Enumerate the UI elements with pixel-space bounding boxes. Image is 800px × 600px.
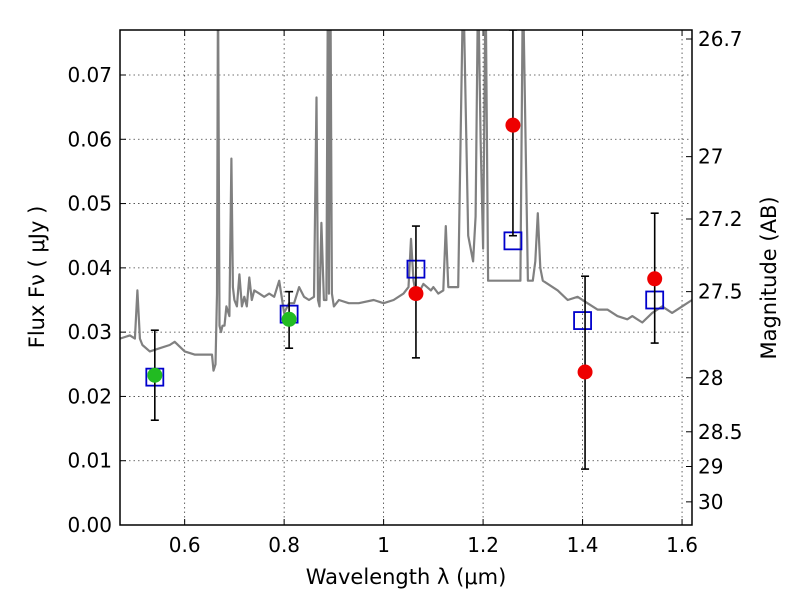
observed-point	[147, 367, 163, 383]
x-tick-label: 1.6	[666, 533, 698, 557]
plot-area	[120, 30, 692, 525]
model-square-marker	[573, 311, 592, 330]
mag-tick-label: 26.7	[698, 27, 743, 51]
mag-tick-label: 27.2	[698, 207, 743, 231]
marker-layer	[145, 30, 665, 470]
mag-tick-label: 28.5	[698, 420, 743, 444]
mag-tick-label: 30	[698, 490, 723, 514]
mag-tick-label: 27	[698, 145, 723, 169]
mag-tick-label: 29	[698, 455, 723, 479]
y-tick-label: 0.01	[67, 449, 112, 473]
x-axis-label: Wavelength λ (μm)	[306, 565, 507, 589]
y-tick-label: 0.07	[67, 63, 112, 87]
y-axis-right-label: Magnitude (AB)	[757, 196, 781, 359]
tick-layer: 0.6 0.8 1 1.2 1.4 1.6 0.00 0.01 0.02 0.03 0.04 0.05…	[67, 27, 742, 557]
y-tick-label: 0.04	[67, 256, 112, 280]
observed-point	[505, 117, 521, 133]
y-tick-label: 0.06	[67, 127, 112, 151]
x-tick-label: 0.6	[169, 533, 201, 557]
y-tick-label: 0.02	[67, 384, 112, 408]
observed-point	[647, 271, 663, 287]
spectrum-layer	[120, 30, 692, 372]
plot-frame	[119, 29, 693, 526]
mag-tick-label: 27.5	[698, 280, 743, 304]
x-tick-label: 1	[377, 533, 390, 557]
x-tick-label: 1.4	[567, 533, 599, 557]
observed-point	[408, 286, 424, 302]
observed-point	[281, 311, 297, 327]
spectrum-line	[120, 30, 692, 372]
x-tick-label: 1.2	[467, 533, 499, 557]
mag-tick-label: 28	[698, 366, 723, 390]
y-tick-label: 0.00	[67, 513, 112, 537]
y-tick-label: 0.03	[67, 320, 112, 344]
observed-point	[577, 364, 593, 380]
y-tick-label: 0.05	[67, 192, 112, 216]
y-axis-label: Flux Fν ( μJy )	[25, 206, 49, 349]
x-tick-label: 0.8	[268, 533, 300, 557]
